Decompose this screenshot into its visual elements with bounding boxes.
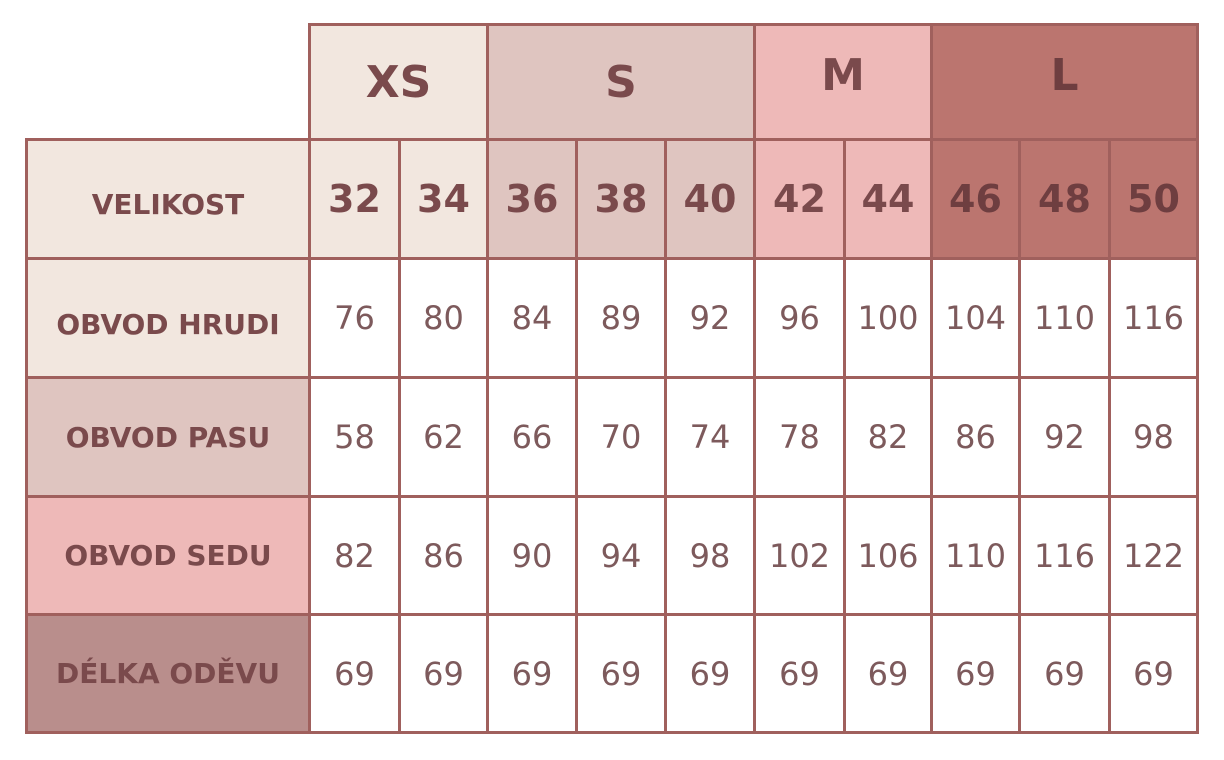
group-header-l: L (930, 23, 1199, 141)
chest-value: 116 (1108, 257, 1199, 379)
size-44: 44 (843, 138, 933, 260)
row-label-waist: OBVOD PASU (25, 376, 311, 498)
chest-value: 100 (843, 257, 933, 379)
chest-value: 96 (753, 257, 846, 379)
waist-value: 74 (664, 376, 756, 498)
hip-value: 94 (575, 495, 667, 616)
chest-value: 92 (664, 257, 756, 379)
length-value: 69 (486, 613, 578, 734)
hip-value: 86 (398, 495, 489, 616)
hip-value: 102 (753, 495, 846, 616)
hip-value: 90 (486, 495, 578, 616)
hip-value: 98 (664, 495, 756, 616)
hip-value: 116 (1018, 495, 1111, 616)
size-38: 38 (575, 138, 667, 260)
size-42: 42 (753, 138, 846, 260)
hip-value: 106 (843, 495, 933, 616)
hip-value: 82 (308, 495, 401, 616)
length-value: 69 (930, 613, 1021, 734)
length-value: 69 (1018, 613, 1111, 734)
row-label-size: VELIKOST (25, 138, 311, 260)
size-40: 40 (664, 138, 756, 260)
waist-value: 66 (486, 376, 578, 498)
waist-value: 78 (753, 376, 846, 498)
chest-value: 89 (575, 257, 667, 379)
group-header-s: S (486, 23, 756, 141)
size-34: 34 (398, 138, 489, 260)
length-value: 69 (664, 613, 756, 734)
chest-value: 110 (1018, 257, 1111, 379)
chest-value: 84 (486, 257, 578, 379)
chest-value: 104 (930, 257, 1021, 379)
row-label-length: DÉLKA ODĚVU (25, 613, 311, 734)
waist-value: 92 (1018, 376, 1111, 498)
length-value: 69 (308, 613, 401, 734)
chest-value: 80 (398, 257, 489, 379)
waist-value: 70 (575, 376, 667, 498)
size-32: 32 (308, 138, 401, 260)
length-value: 69 (1108, 613, 1199, 734)
hip-value: 122 (1108, 495, 1199, 616)
size-48: 48 (1018, 138, 1111, 260)
waist-value: 58 (308, 376, 401, 498)
length-value: 69 (843, 613, 933, 734)
size-36: 36 (486, 138, 578, 260)
row-label-chest: OBVOD HRUDI (25, 257, 311, 379)
row-label-hip: OBVOD SEDU (25, 495, 311, 616)
hip-value: 110 (930, 495, 1021, 616)
length-value: 69 (575, 613, 667, 734)
length-value: 69 (398, 613, 489, 734)
waist-value: 98 (1108, 376, 1199, 498)
length-value: 69 (753, 613, 846, 734)
group-header-m: M (753, 23, 933, 141)
group-header-xs: XS (308, 23, 489, 141)
size-50: 50 (1108, 138, 1199, 260)
waist-value: 86 (930, 376, 1021, 498)
waist-value: 62 (398, 376, 489, 498)
size-46: 46 (930, 138, 1021, 260)
waist-value: 82 (843, 376, 933, 498)
chest-value: 76 (308, 257, 401, 379)
